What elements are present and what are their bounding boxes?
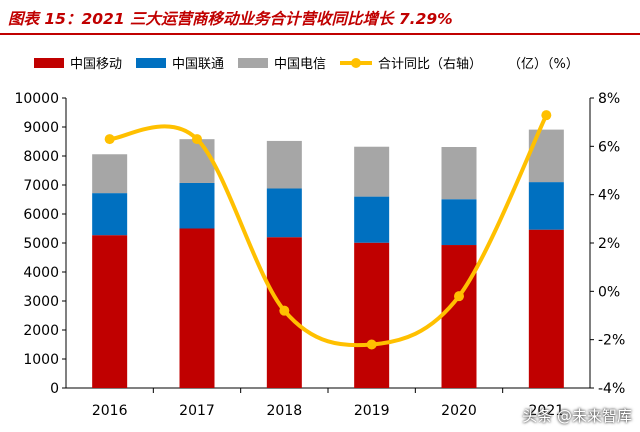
yoy-line-path bbox=[109, 114, 549, 348]
legend-unit: （亿）（%） bbox=[508, 57, 579, 72]
legend-swatch bbox=[34, 58, 64, 68]
legend-label: 中国移动 bbox=[70, 57, 122, 72]
yoy-point bbox=[192, 134, 202, 145]
legend-label: 合计同比（右轴） bbox=[378, 57, 482, 72]
x-tick-label: 2017 bbox=[179, 403, 215, 419]
yoy-point bbox=[104, 134, 115, 145]
yoy-point bbox=[454, 291, 464, 302]
y2-tick-label: 0% bbox=[598, 284, 620, 300]
x-tick-label: 2016 bbox=[92, 403, 128, 419]
y-tick-label: 6000 bbox=[23, 207, 59, 223]
chart-title: 图表 15：2021 三大运营商移动业务合计营收同比增长 7.29% bbox=[8, 10, 453, 28]
bar-china-unicom bbox=[528, 182, 564, 230]
x-tick-label: 2018 bbox=[267, 403, 303, 419]
y-tick-label: 8000 bbox=[23, 149, 59, 165]
legend-label: 中国联通 bbox=[172, 57, 224, 72]
y-tick-label: 0 bbox=[50, 381, 59, 397]
watermark: 头条 @未来智库 bbox=[522, 407, 632, 425]
bar-china-unicom bbox=[441, 199, 477, 246]
bars bbox=[92, 129, 564, 388]
bar-china-mobile bbox=[354, 242, 390, 388]
bar-china-unicom bbox=[266, 188, 302, 238]
y-tick-label: 5000 bbox=[23, 236, 59, 252]
bar-china-telecom bbox=[179, 139, 215, 183]
legend-label: 中国电信 bbox=[274, 57, 326, 72]
y-tick-label: 1000 bbox=[23, 352, 59, 368]
bar-china-mobile bbox=[179, 228, 215, 388]
bar-china-mobile bbox=[528, 229, 564, 388]
yoy-line bbox=[104, 110, 552, 350]
y-tick-label: 3000 bbox=[23, 294, 59, 310]
x-tick-label: 2020 bbox=[441, 403, 477, 419]
legend-swatch bbox=[136, 58, 166, 68]
y2-tick-label: 2% bbox=[598, 236, 620, 252]
x-tick-label: 2019 bbox=[354, 403, 390, 419]
y2-tick-label: -2% bbox=[598, 333, 625, 349]
title-bar: 图表 15：2021 三大运营商移动业务合计营收同比增长 7.29% bbox=[0, 0, 640, 35]
bar-china-unicom bbox=[179, 182, 215, 229]
legend-line-marker bbox=[351, 58, 361, 68]
y-tick-label: 2000 bbox=[23, 323, 59, 339]
bar-china-unicom bbox=[92, 193, 128, 236]
y2-tick-label: 6% bbox=[598, 139, 620, 155]
y-tick-label: 9000 bbox=[23, 120, 59, 136]
bar-china-telecom bbox=[266, 140, 302, 189]
y-tick-label: 4000 bbox=[23, 265, 59, 281]
bar-china-unicom bbox=[354, 196, 390, 243]
title-rule bbox=[0, 33, 640, 35]
y-tick-label: 7000 bbox=[23, 178, 59, 194]
legend-swatch bbox=[238, 58, 268, 68]
y2-tick-label: 4% bbox=[598, 188, 620, 204]
axes: 0 1000 2000 3000 4000 5000 6000 7000 8000 9000 100… bbox=[14, 91, 625, 419]
legend: 中国移动 中国联通 中国电信 合计同比（右轴） （亿）（%） bbox=[34, 57, 579, 72]
yoy-point bbox=[366, 339, 377, 350]
yoy-point bbox=[279, 305, 290, 316]
bar-china-telecom bbox=[528, 129, 564, 183]
bar-china-telecom bbox=[441, 147, 477, 200]
bar-china-mobile bbox=[441, 245, 477, 388]
x-tick-label: 2021 bbox=[529, 403, 565, 419]
y-tick-label: 10000 bbox=[14, 91, 59, 107]
y2-tick-label: -4% bbox=[598, 381, 625, 397]
y2-tick-label: 8% bbox=[598, 91, 620, 107]
bar-china-telecom bbox=[354, 146, 390, 197]
bar-china-mobile bbox=[92, 235, 128, 388]
yoy-point bbox=[541, 110, 552, 121]
bar-china-telecom bbox=[92, 154, 128, 194]
